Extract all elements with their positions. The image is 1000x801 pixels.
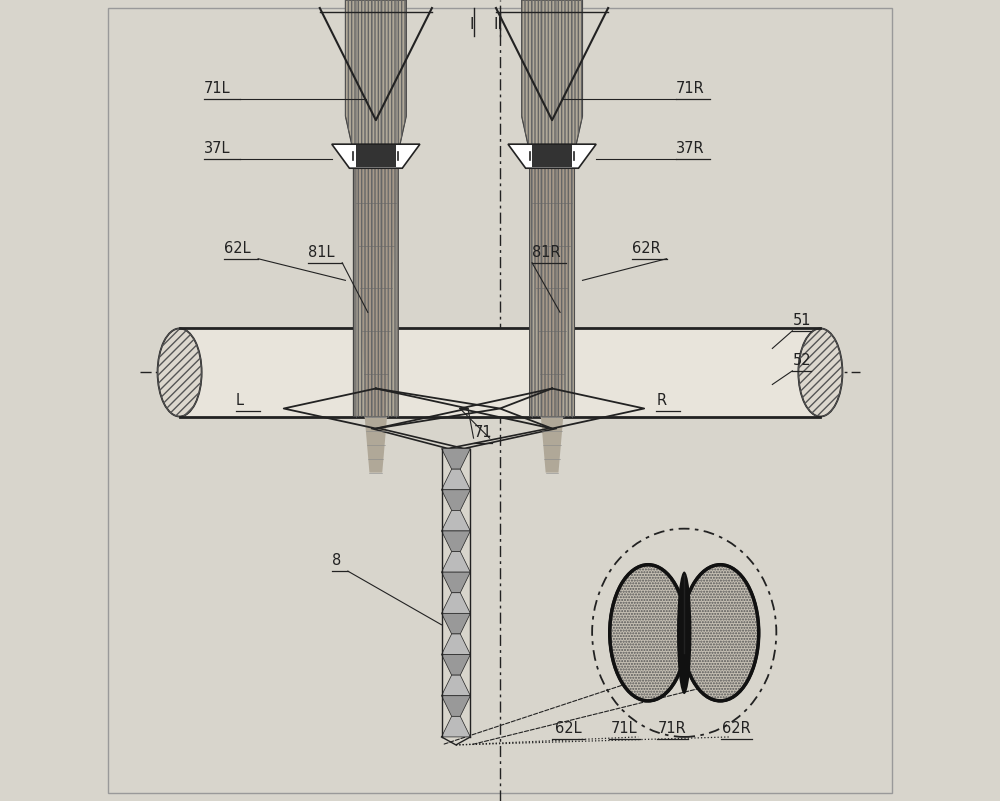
Text: R: R	[656, 393, 666, 408]
Polygon shape	[442, 489, 470, 510]
Polygon shape	[442, 510, 470, 531]
Polygon shape	[522, 0, 583, 417]
Text: 71: 71	[474, 425, 492, 440]
Polygon shape	[442, 593, 470, 614]
Text: 71R: 71R	[658, 722, 687, 736]
Text: 37L: 37L	[204, 141, 230, 155]
Polygon shape	[442, 716, 470, 737]
Text: 51: 51	[792, 313, 811, 328]
Text: 81L: 81L	[308, 245, 334, 260]
Polygon shape	[532, 145, 572, 167]
Text: 62R: 62R	[632, 241, 661, 256]
Text: 71L: 71L	[611, 722, 637, 736]
Polygon shape	[353, 160, 398, 417]
Ellipse shape	[158, 328, 202, 417]
Text: II: II	[493, 17, 502, 31]
Polygon shape	[442, 675, 470, 696]
Text: 52: 52	[792, 353, 811, 368]
Polygon shape	[442, 449, 470, 469]
Ellipse shape	[682, 565, 759, 701]
Ellipse shape	[610, 565, 687, 701]
Text: 8: 8	[332, 553, 341, 568]
Text: L: L	[236, 393, 244, 408]
Polygon shape	[356, 145, 396, 167]
Ellipse shape	[798, 328, 842, 417]
Text: 62L: 62L	[555, 722, 581, 736]
Polygon shape	[530, 160, 574, 417]
Text: 62R: 62R	[722, 722, 751, 736]
Text: 71R: 71R	[676, 81, 705, 95]
Bar	[180, 328, 820, 417]
Polygon shape	[442, 469, 470, 489]
Text: 81R: 81R	[532, 245, 561, 260]
Text: 37R: 37R	[676, 141, 705, 155]
Polygon shape	[442, 572, 470, 593]
Text: 71L: 71L	[204, 81, 230, 95]
Polygon shape	[508, 144, 596, 168]
Polygon shape	[365, 417, 387, 473]
Polygon shape	[541, 417, 563, 473]
Polygon shape	[442, 634, 470, 654]
Text: I: I	[470, 17, 474, 31]
Polygon shape	[442, 696, 470, 716]
Text: 62L: 62L	[224, 241, 250, 256]
Polygon shape	[442, 614, 470, 634]
Polygon shape	[442, 531, 470, 552]
Ellipse shape	[677, 572, 691, 694]
Polygon shape	[332, 144, 420, 168]
Polygon shape	[345, 0, 406, 417]
Polygon shape	[442, 654, 470, 675]
Polygon shape	[442, 552, 470, 572]
